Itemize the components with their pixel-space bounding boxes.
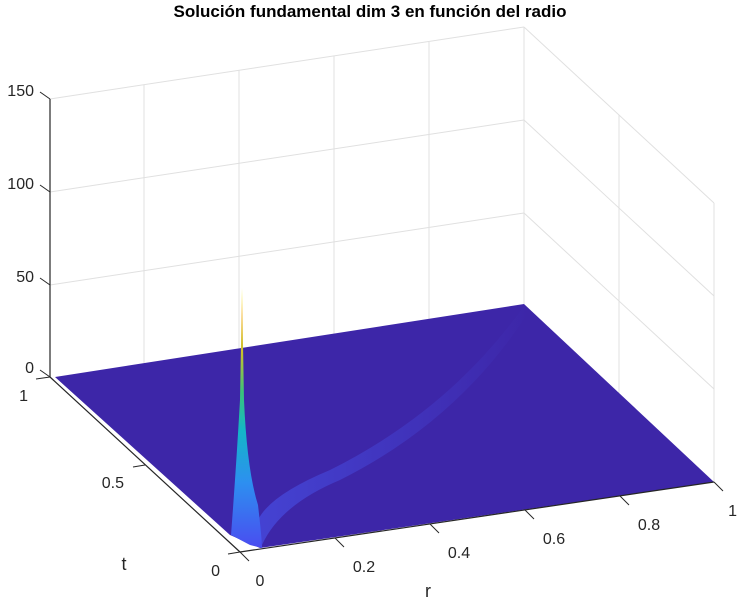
svg-text:0.5: 0.5 (102, 475, 124, 492)
svg-text:100: 100 (7, 176, 34, 193)
surface-peak (231, 288, 262, 548)
svg-text:50: 50 (16, 269, 34, 286)
svg-text:0.8: 0.8 (638, 517, 660, 534)
surface (55, 304, 714, 548)
t-tick-labels: 1 0.5 0 (19, 388, 220, 580)
chart-title: Solución fundamental dim 3 en función de… (173, 2, 567, 21)
r-axis-label: r (425, 581, 431, 599)
svg-text:1: 1 (19, 388, 28, 405)
axes (49, 99, 715, 553)
svg-text:0.6: 0.6 (543, 531, 565, 548)
t-axis-label: t (121, 554, 126, 574)
z-tick-labels: 150 100 50 0 (7, 83, 34, 377)
svg-text:0.4: 0.4 (448, 545, 470, 562)
svg-text:0.2: 0.2 (353, 559, 375, 576)
svg-text:0: 0 (256, 573, 265, 590)
svg-text:0: 0 (211, 563, 220, 580)
svg-text:0: 0 (25, 360, 34, 377)
grid-lines (49, 26, 715, 482)
r-tick-labels: 0 0.2 0.4 0.6 0.8 1 (256, 503, 738, 590)
surface-ridge (258, 306, 530, 545)
svg-text:1: 1 (728, 503, 737, 520)
svg-text:150: 150 (7, 83, 34, 100)
